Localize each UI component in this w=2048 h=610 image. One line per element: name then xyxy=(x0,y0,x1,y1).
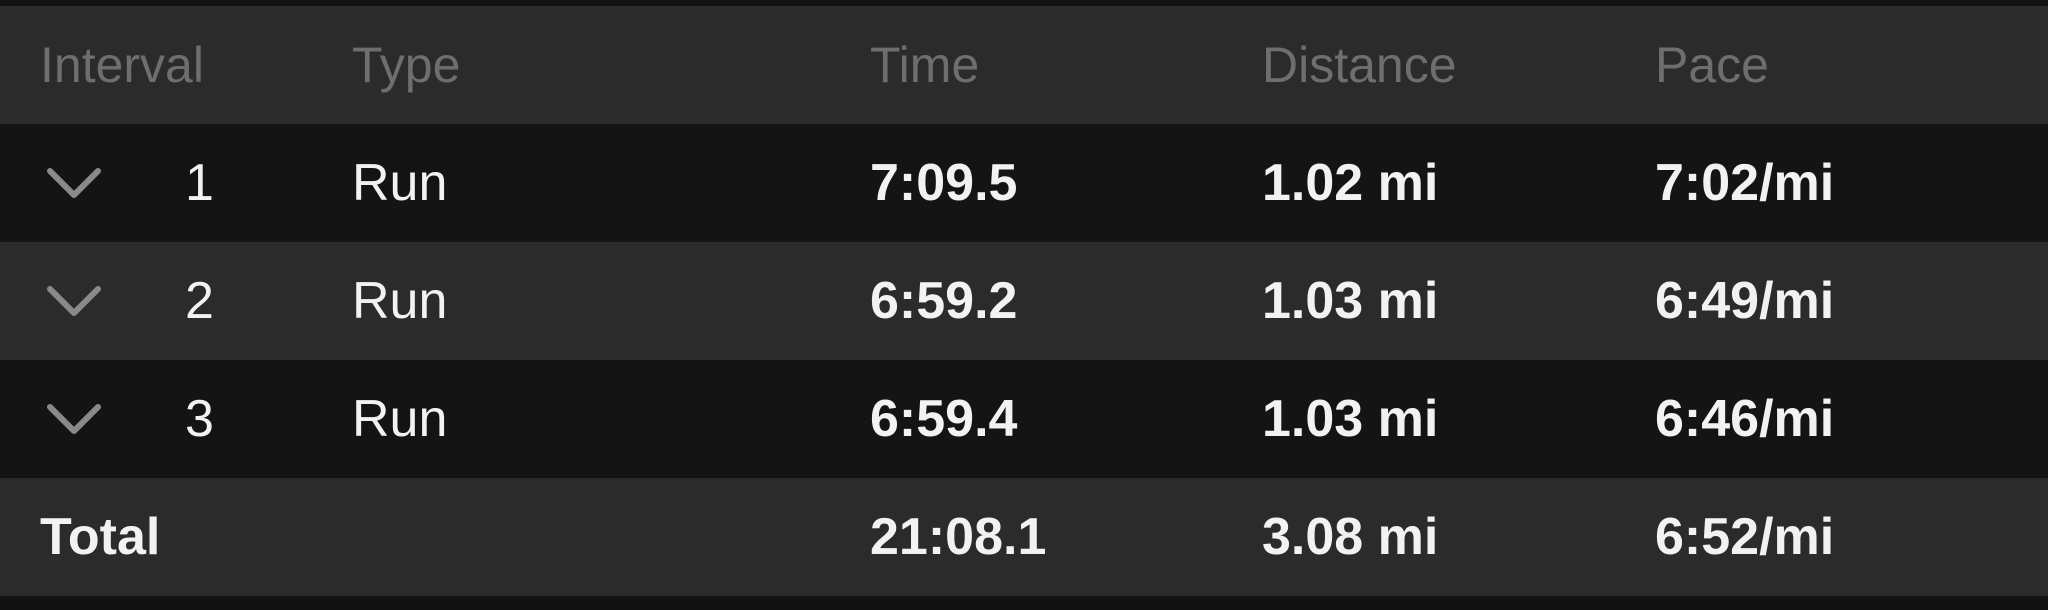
interval-type: Run xyxy=(352,272,448,330)
interval-distance: 1.02 mi xyxy=(1262,154,1439,212)
column-header-pace[interactable]: Pace xyxy=(1655,37,1769,93)
total-row: Total 21:08.1 3.08 mi 6:52/mi xyxy=(0,478,2048,596)
interval-number: 1 xyxy=(185,154,214,212)
interval-pace: 6:49/mi xyxy=(1655,272,1835,330)
interval-time: 6:59.2 xyxy=(870,272,1018,330)
chevron-down-icon[interactable] xyxy=(44,360,104,478)
interval-type: Run xyxy=(352,154,448,212)
interval-time: 6:59.4 xyxy=(870,390,1018,448)
interval-pace: 7:02/mi xyxy=(1655,154,1835,212)
total-distance: 3.08 mi xyxy=(1262,508,1439,566)
interval-row-1[interactable]: 1 Run 7:09.5 1.02 mi 7:02/mi xyxy=(0,124,2048,242)
interval-distance: 1.03 mi xyxy=(1262,272,1439,330)
interval-row-3[interactable]: 3 Run 6:59.4 1.03 mi 6:46/mi xyxy=(0,360,2048,478)
chevron-down-icon[interactable] xyxy=(44,242,104,360)
interval-time: 7:09.5 xyxy=(870,154,1018,212)
total-time: 21:08.1 xyxy=(870,508,1047,566)
chevron-down-icon[interactable] xyxy=(44,124,104,242)
interval-distance: 1.03 mi xyxy=(1262,390,1439,448)
interval-number: 2 xyxy=(185,272,214,330)
column-header-type[interactable]: Type xyxy=(352,37,461,93)
total-pace: 6:52/mi xyxy=(1655,508,1835,566)
column-header-distance[interactable]: Distance xyxy=(1262,37,1457,93)
interval-number: 3 xyxy=(185,390,214,448)
interval-pace: 6:46/mi xyxy=(1655,390,1835,448)
interval-type: Run xyxy=(352,390,448,448)
column-header-interval[interactable]: Interval xyxy=(40,37,204,93)
column-header-time[interactable]: Time xyxy=(870,37,980,93)
total-label: Total xyxy=(40,508,161,566)
interval-row-2[interactable]: 2 Run 6:59.2 1.03 mi 6:49/mi xyxy=(0,242,2048,360)
table-header: Interval Type Time Distance Pace xyxy=(0,6,2048,124)
